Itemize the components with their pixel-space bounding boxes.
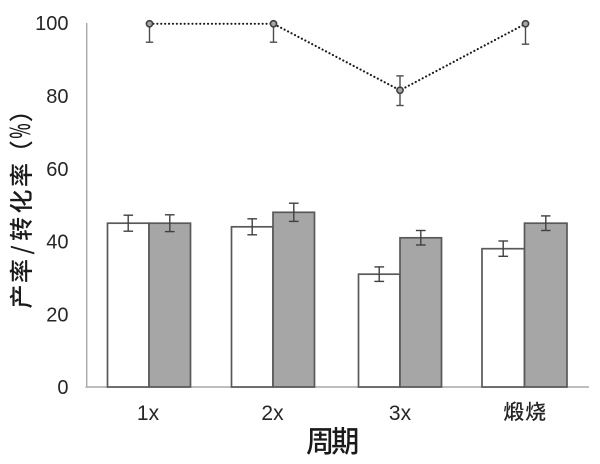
- svg-text:1x: 1x: [137, 402, 160, 425]
- svg-text:2x: 2x: [261, 402, 284, 425]
- svg-text:100: 100: [35, 13, 68, 35]
- svg-text:3x: 3x: [389, 402, 412, 425]
- svg-text:80: 80: [46, 86, 68, 108]
- svg-text:60: 60: [46, 159, 68, 181]
- svg-text:0: 0: [57, 377, 68, 399]
- svg-text:40: 40: [46, 232, 68, 254]
- svg-text:20: 20: [46, 304, 68, 326]
